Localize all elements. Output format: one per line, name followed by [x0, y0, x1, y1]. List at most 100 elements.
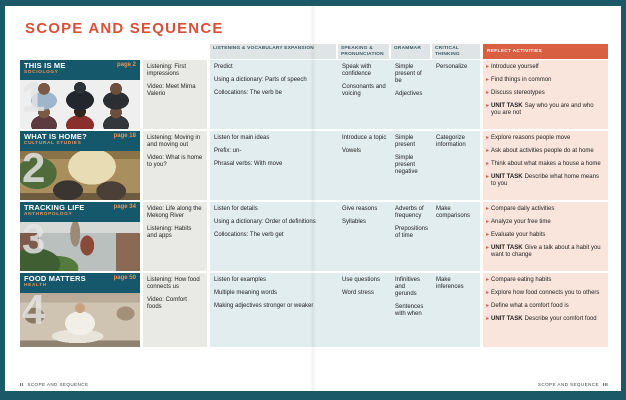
scope-sequence-table: LISTENING & VOCABULARY EXPANSION SPEAKIN…	[20, 44, 608, 347]
arrow-bullet-icon: ▸	[486, 77, 490, 84]
speaking-item: Introduce a topic	[342, 135, 387, 141]
right-page-number: III	[602, 382, 608, 387]
arrow-bullet-icon: ▸	[486, 290, 490, 297]
reflect-activities-cell: ▸ Explore reasons people move ▸ Ask about …	[483, 131, 608, 200]
unit-row: THIS IS ME SOCIOLOGY page 2 1 Listening:…	[20, 60, 608, 129]
arrow-bullet-icon: ▸	[486, 148, 490, 155]
column-header-speaking-pronunciation: SPEAKING & PRONUNCIATION	[338, 44, 391, 59]
unit-photo: 1	[20, 76, 140, 129]
critical-thinking-item: Categorize information	[436, 135, 466, 149]
critical-thinking-item: Make inferences	[436, 277, 464, 291]
arrow-bullet-icon: ▸	[486, 135, 490, 141]
listening-cell: Listening: First impressions Video: Meet…	[143, 60, 207, 129]
unit-photo: 2	[20, 147, 140, 200]
speaking-cell: Use questions Word stress	[338, 273, 391, 347]
arrow-bullet-icon: ▸	[486, 103, 490, 110]
reflect-item: ▸ Ask about activities people do at home	[486, 148, 594, 155]
grammar-cell: Simple present Simple present negative	[391, 131, 432, 200]
unit-number: 3	[22, 215, 46, 262]
reflect-item: ▸ Analyze your free time	[486, 219, 551, 226]
unit-title: TRACKING LIFE	[24, 203, 85, 212]
unit-page-reference: page 50	[113, 275, 136, 281]
speaking-item: Word stress	[342, 290, 374, 297]
listening-cell: Listening: Moving in and moving out Vide…	[143, 131, 207, 200]
speaking-item: Use questions	[342, 277, 381, 283]
vocabulary-item: Multiple meaning words	[214, 290, 278, 297]
column-header-listening-vocabulary: LISTENING & VOCABULARY EXPANSION	[210, 44, 338, 59]
speaking-item: Speak with confidence	[342, 64, 372, 78]
arrow-bullet-icon: ▸	[486, 206, 490, 212]
unit-title-wrap: FOOD MATTERS HEALTH	[24, 274, 86, 293]
speaking-cell: Give reasons Syllables	[338, 202, 391, 271]
unit-task-item: ▸ UNIT TASK Describe your comfort food	[486, 316, 604, 323]
page-footer: II SCOPE AND SEQUENCE SCOPE AND SEQUENCE…	[20, 382, 608, 387]
unit-task-label: UNIT TASK	[491, 103, 523, 110]
unit-photo: 3	[20, 218, 140, 271]
listening-item: Video: Life along the Mekong River	[147, 206, 202, 220]
unit-number: 1	[22, 73, 46, 120]
vocabulary-item: Predict	[214, 64, 233, 70]
unit-title-wrap: TRACKING LIFE ANTHROPOLOGY	[24, 203, 85, 222]
unit-title-bar: FOOD MATTERS HEALTH page 50	[20, 273, 140, 293]
critical-thinking-cell: Personalize	[432, 60, 480, 129]
reflect-item: ▸ Evaluate your habits	[486, 232, 546, 239]
reflect-item: ▸ Compare daily activities	[486, 206, 555, 212]
unit-title: WHAT IS HOME?	[24, 132, 87, 141]
grammar-cell: Simple present of be Adjectives	[391, 60, 432, 129]
unit-page-reference: page 18	[113, 133, 136, 139]
column-header-grammar: GRAMMAR	[391, 44, 432, 59]
arrow-bullet-icon: ▸	[486, 277, 490, 283]
unit-title-bar: WHAT IS HOME? CULTURAL STUDIES page 18	[20, 131, 140, 151]
reflect-activities-cell: ▸ Compare daily activities ▸ Analyze your …	[483, 202, 608, 271]
unit-title-wrap: WHAT IS HOME? CULTURAL STUDIES	[24, 132, 87, 151]
unit-column-spacer	[20, 44, 140, 59]
unit-number: 2	[22, 144, 46, 191]
left-page-number: II	[20, 382, 24, 387]
speaking-cell: Introduce a topic Vowels	[338, 131, 391, 200]
reflect-item: ▸ Discuss stereotypes	[486, 90, 545, 97]
vocabulary-item: Phrasal verbs: With move	[214, 161, 283, 168]
grammar-item: Simple present of be	[395, 64, 422, 85]
unit-page-reference: page 2	[116, 62, 136, 68]
unit-task-text: Give a talk about a habit you want to ch…	[491, 245, 601, 259]
unit-task-item: ▸ UNIT TASK Say who you are and who you ar…	[486, 103, 604, 117]
listening-column-spacer	[143, 44, 207, 59]
listening-item: Video: Comfort foods	[147, 297, 187, 311]
footer-right: SCOPE AND SEQUENCE III	[538, 382, 608, 387]
skills-cell-group: Predict Using a dictionary: Parts of spe…	[210, 60, 480, 129]
unit-title-block: THIS IS ME SOCIOLOGY page 2 1	[20, 60, 140, 129]
arrow-bullet-icon: ▸	[486, 316, 490, 323]
unit-row: FOOD MATTERS HEALTH page 50 4 Listening:…	[20, 273, 608, 347]
arrow-bullet-icon: ▸	[486, 64, 490, 70]
unit-title-bar: THIS IS ME SOCIOLOGY page 2	[20, 60, 140, 80]
reflect-item: ▸ Explore how food connects you to others	[486, 290, 600, 297]
column-header-reflect-activities: REFLECT ACTIVITIES	[483, 44, 608, 59]
page-title: SCOPE AND SEQUENCE	[25, 20, 224, 37]
listening-item: Video: What is home to you?	[147, 155, 203, 169]
arrow-bullet-icon: ▸	[486, 303, 490, 310]
column-header-critical-thinking: CRITICAL THINKING	[432, 44, 480, 59]
critical-thinking-item: Personalize	[436, 64, 468, 70]
unit-title: FOOD MATTERS	[24, 274, 86, 283]
unit-title-block: FOOD MATTERS HEALTH page 50 4	[20, 273, 140, 347]
vocabulary-item: Using a dictionary: Parts of speech	[214, 77, 307, 84]
unit-page-reference: page 34	[113, 204, 136, 210]
grammar-item: Simple present	[395, 135, 416, 149]
reflect-activities-cell: ▸ Introduce yourself ▸ Find things in comm…	[483, 60, 608, 129]
arrow-bullet-icon: ▸	[486, 219, 490, 226]
vocabulary-item: Listen for main ideas	[214, 135, 270, 141]
unit-title-block: WHAT IS HOME? CULTURAL STUDIES page 18 2	[20, 131, 140, 200]
vocabulary-cell: Listen for main ideas Prefix: un- Phrasa…	[210, 131, 338, 200]
skills-cell-group: Listen for details Using a dictionary: O…	[210, 202, 480, 271]
grammar-item: Infinitives and gerunds	[395, 277, 421, 298]
vocabulary-cell: Listen for details Using a dictionary: O…	[210, 202, 338, 271]
grammar-item: Adverbs of frequency	[395, 206, 424, 220]
unit-title-wrap: THIS IS ME SOCIOLOGY	[24, 61, 66, 80]
scope-and-sequence-page: SCOPE AND SEQUENCE LISTENING & VOCABULAR…	[5, 6, 621, 391]
vocabulary-item: Using a dictionary: Order of definitions	[214, 219, 316, 226]
unit-task-item: ▸ UNIT TASK Give a talk about a habit you …	[486, 245, 604, 259]
unit-task-text: Say who you are and who you are not	[491, 103, 594, 117]
reflect-item: ▸ Define what a comfort food is	[486, 303, 569, 310]
speaking-item: Consonants and voicing	[342, 84, 386, 98]
listening-item: Video: Meet Mirna Valerio	[147, 84, 196, 98]
